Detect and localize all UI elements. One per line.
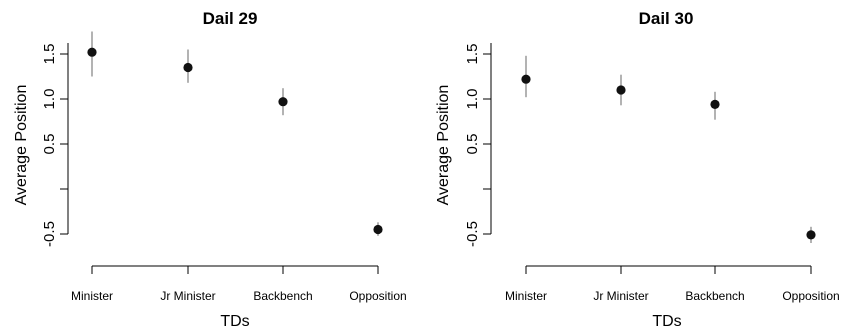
data-point (806, 230, 816, 240)
data-point (87, 47, 97, 57)
y-axis-label: Average Position (435, 85, 452, 206)
chart-title: Dail 29 (203, 9, 258, 28)
panel-dail-30: Dail 30 -0.5 0.5 1.0 1.5 Average Position Mini… (435, 9, 840, 330)
data-point (183, 62, 193, 73)
x-tick-label: Opposition (782, 289, 839, 303)
data-point (521, 74, 531, 84)
x-tick-label: Backbench (685, 289, 744, 303)
x-axis-label: TDs (652, 313, 681, 330)
x-tick-label: Backbench (253, 289, 312, 303)
x-tick-label: Jr Minister (593, 289, 648, 303)
y-tick-label: 0.5 (464, 134, 481, 155)
x-tick-label: Jr Minister (160, 289, 215, 303)
x-axis-label: TDs (220, 313, 249, 330)
y-tick-label: 0.5 (41, 134, 58, 155)
y-axis-label: Average Position (13, 85, 30, 206)
x-tick-label: Minister (71, 289, 113, 303)
y-tick-label: 1.0 (464, 89, 481, 110)
data-point (616, 85, 626, 95)
chart-title: Dail 30 (639, 9, 694, 28)
data-point (710, 99, 720, 109)
x-tick-label: Minister (505, 289, 547, 303)
y-tick-label: 1.5 (464, 44, 481, 65)
x-tick-label: Opposition (349, 289, 406, 303)
y-tick-label: -0.5 (41, 221, 58, 247)
data-point (278, 97, 288, 107)
y-tick-label: -0.5 (464, 221, 481, 247)
y-tick-label: 1.5 (41, 44, 58, 65)
data-point (373, 224, 383, 235)
y-tick-label: 1.0 (41, 89, 58, 110)
panel-dail-29: Dail 29 -0.5 0.5 1.0 1.5 Average Position Mini… (13, 9, 407, 330)
